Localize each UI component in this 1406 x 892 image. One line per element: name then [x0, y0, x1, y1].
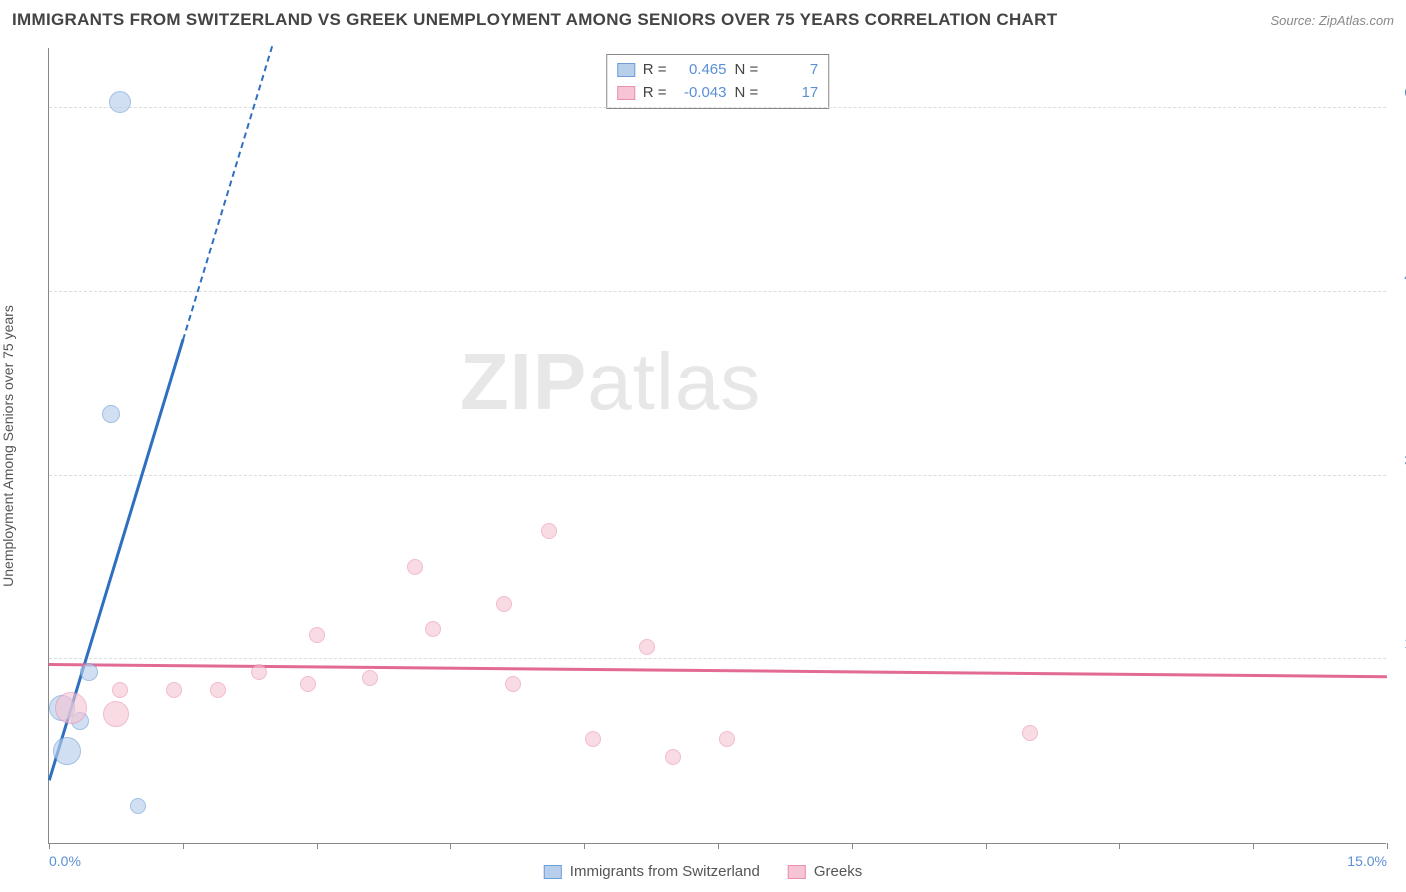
legend-swatch — [788, 865, 806, 879]
gridline — [49, 291, 1386, 292]
xtick-mark — [49, 843, 50, 849]
chart-title: IMMIGRANTS FROM SWITZERLAND VS GREEK UNE… — [12, 10, 1057, 30]
legend-stat-row: R = -0.043 N = 17 — [617, 82, 819, 105]
ytick-label: 45.0% — [1390, 268, 1406, 284]
legend-swatch — [617, 86, 635, 100]
data-point — [425, 621, 441, 637]
data-point — [639, 639, 655, 655]
legend-label: Immigrants from Switzerland — [570, 863, 760, 880]
legend-n-value: 17 — [766, 82, 818, 105]
xtick-mark — [1387, 843, 1388, 849]
data-point — [505, 676, 521, 692]
watermark-bold: ZIP — [460, 337, 587, 426]
trend-line-extrapolated — [182, 46, 273, 340]
legend-stat-row: R = 0.465 N = 7 — [617, 59, 819, 82]
y-axis-label: Unemployment Among Seniors over 75 years — [0, 305, 16, 587]
gridline — [49, 107, 1386, 108]
legend-label: Greeks — [814, 863, 862, 880]
data-point — [541, 523, 557, 539]
data-point — [496, 596, 512, 612]
data-point — [585, 731, 601, 747]
gridline — [49, 475, 1386, 476]
source-label: Source: ZipAtlas.com — [1270, 13, 1394, 28]
data-point — [166, 682, 182, 698]
xtick-mark — [1253, 843, 1254, 849]
title-bar: IMMIGRANTS FROM SWITZERLAND VS GREEK UNE… — [12, 10, 1394, 30]
ytick-label: 15.0% — [1390, 635, 1406, 651]
xtick-mark — [986, 843, 987, 849]
data-point — [362, 670, 378, 686]
legend-swatch — [617, 63, 635, 77]
data-point — [251, 664, 267, 680]
legend-item: Immigrants from Switzerland — [544, 863, 760, 880]
xtick-mark — [183, 843, 184, 849]
data-point — [130, 798, 146, 814]
xtick-mark — [584, 843, 585, 849]
xtick-label-max: 15.0% — [1347, 853, 1387, 869]
data-point — [55, 692, 87, 724]
legend-stats: R = 0.465 N = 7 R = -0.043 N = 17 — [606, 54, 830, 109]
legend-n-label: N = — [735, 82, 759, 105]
data-point — [53, 737, 81, 765]
data-point — [300, 676, 316, 692]
xtick-label-min: 0.0% — [49, 853, 81, 869]
data-point — [210, 682, 226, 698]
legend-series: Immigrants from Switzerland Greeks — [544, 863, 862, 880]
xtick-mark — [317, 843, 318, 849]
data-point — [719, 731, 735, 747]
data-point — [407, 559, 423, 575]
xtick-mark — [1119, 843, 1120, 849]
watermark-rest: atlas — [587, 337, 761, 426]
legend-r-value: -0.043 — [675, 82, 727, 105]
data-point — [103, 701, 129, 727]
legend-item: Greeks — [788, 863, 862, 880]
data-point — [112, 682, 128, 698]
legend-swatch — [544, 865, 562, 879]
data-point — [109, 91, 131, 113]
data-point — [1022, 725, 1038, 741]
watermark: ZIPatlas — [460, 336, 761, 428]
plot-area: ZIPatlas R =0.465N =7R =-0.043N =17 15.0… — [48, 48, 1386, 844]
data-point — [309, 627, 325, 643]
legend-r-label: R = — [643, 82, 667, 105]
legend-n-value: 7 — [766, 59, 818, 82]
data-point — [665, 749, 681, 765]
xtick-mark — [852, 843, 853, 849]
legend-r-label: R = — [643, 59, 667, 82]
ytick-label: 60.0% — [1390, 84, 1406, 100]
xtick-mark — [450, 843, 451, 849]
data-point — [80, 663, 98, 681]
xtick-mark — [718, 843, 719, 849]
data-point — [102, 405, 120, 423]
legend-n-label: N = — [735, 59, 759, 82]
legend-r-value: 0.465 — [675, 59, 727, 82]
gridline — [49, 658, 1386, 659]
ytick-label: 30.0% — [1390, 452, 1406, 468]
